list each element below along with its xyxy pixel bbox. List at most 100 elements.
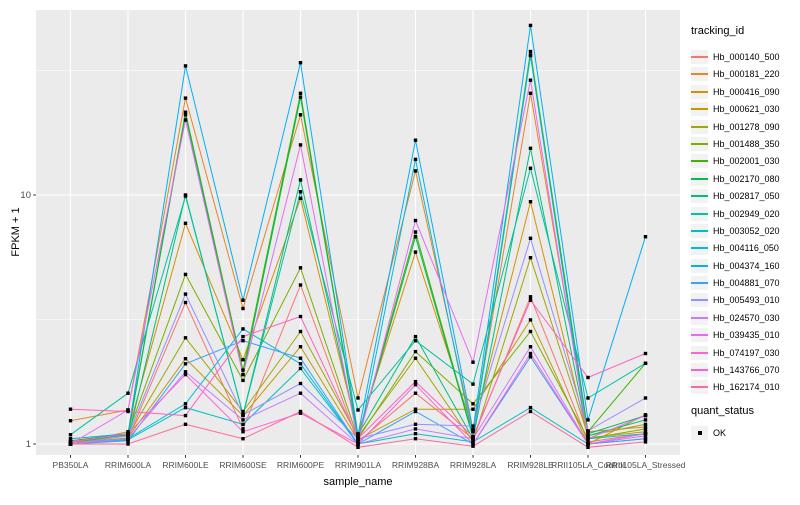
legend-color-line-icon — [691, 212, 708, 215]
data-point-Hb_074197_030 — [183, 372, 188, 377]
legend-item-Hb_004881_070: Hb_004881_070 — [691, 276, 799, 291]
x-tick-label: PB350LA — [53, 460, 89, 470]
data-point-Hb_000416_090 — [643, 430, 648, 434]
data-point-Hb_002001_030 — [528, 49, 533, 54]
legend-label: Hb_002949_020 — [713, 208, 780, 219]
data-point-Hb_004116_050 — [298, 362, 303, 366]
data-point-Hb_001488_350 — [643, 427, 648, 431]
data-point-Hb_002817_050 — [586, 434, 590, 438]
x-tick-label: RRIM600LE — [162, 460, 209, 470]
data-point-Hb_024570_030 — [528, 345, 533, 349]
legend-key-icon — [691, 84, 708, 99]
data-point-Hb_162174_010 — [528, 409, 533, 414]
x-axis-title: sample_name — [323, 476, 393, 488]
legend-item-Hb_039435_010: Hb_039435_010 — [691, 328, 799, 343]
legend-label: Hb_000181_220 — [713, 69, 780, 80]
legend-color-line-icon — [691, 160, 708, 163]
legend-key-icon — [691, 171, 708, 186]
data-point-Hb_074197_030 — [126, 432, 130, 436]
legend-label: Hb_000416_090 — [713, 86, 780, 97]
legend-color-line-icon — [691, 108, 708, 111]
legend-item-Hb_162174_010: Hb_162174_010 — [691, 380, 799, 395]
y-axis-title: FPKM + 1 — [10, 207, 22, 257]
data-point-Hb_002949_020 — [356, 408, 360, 412]
data-point-Hb_162174_010 — [68, 442, 73, 446]
legend-color-line-icon — [691, 386, 708, 389]
data-point-Hb_004881_070 — [241, 339, 245, 343]
legend-label: Hb_000621_030 — [713, 104, 780, 115]
data-point-Hb_000181_220 — [298, 113, 303, 117]
data-point-Hb_024570_030 — [471, 437, 475, 441]
legend-color-line-icon — [691, 264, 708, 267]
data-point-Hb_004374_160 — [528, 23, 533, 28]
legend-label: Hb_004374_160 — [713, 260, 780, 271]
data-point-Hb_024570_030 — [298, 391, 303, 395]
data-point-Hb_074197_030 — [471, 442, 475, 446]
x-tick-label: RRIM901LA — [335, 460, 382, 470]
data-point-Hb_162174_010 — [241, 437, 245, 441]
data-point-Hb_001488_350 — [413, 349, 418, 354]
data-point-Hb_001488_350 — [183, 272, 188, 277]
data-point-Hb_143766_070 — [356, 437, 360, 441]
legend-key-icon — [691, 154, 708, 169]
data-point-Hb_000181_220 — [183, 96, 188, 100]
data-point-Hb_000416_090 — [183, 221, 188, 225]
data-point-Hb_002170_080 — [413, 235, 418, 239]
legend-item-Hb_024570_030: Hb_024570_030 — [691, 310, 799, 325]
data-point-Hb_005493_010 — [586, 429, 590, 433]
data-point-Hb_000140_500 — [241, 427, 245, 431]
data-point-Hb_000140_500 — [586, 440, 590, 444]
legend-item-Hb_003052_020: Hb_003052_020 — [691, 223, 799, 238]
data-point-Hb_004116_050 — [413, 157, 418, 162]
data-point-Hb_162174_010 — [586, 445, 590, 449]
data-point-Hb_162174_010 — [413, 437, 418, 441]
legend-item-Hb_002817_050: Hb_002817_050 — [691, 189, 799, 204]
data-point-Hb_039435_010 — [643, 413, 648, 418]
data-point-Hb_001278_090 — [643, 422, 648, 426]
data-point-Hb_162174_010 — [126, 442, 130, 446]
data-point-Hb_162174_010 — [298, 409, 303, 414]
legend-title-quant-status: quant_status — [691, 405, 754, 418]
data-point-Hb_143766_070 — [643, 351, 648, 356]
data-point-Hb_000416_090 — [126, 430, 130, 434]
legend-label: OK — [713, 428, 727, 439]
data-point-Hb_004374_160 — [643, 235, 648, 239]
legend-key-icon — [691, 258, 708, 273]
legend-item-Hb_004116_050: Hb_004116_050 — [691, 241, 799, 256]
legend-label: Hb_024570_030 — [713, 312, 780, 323]
data-point-Hb_001488_350 — [528, 329, 533, 334]
data-point-Hb_000140_500 — [528, 295, 533, 299]
data-point-Hb_074197_030 — [528, 351, 533, 356]
legend-item-Hb_004374_160: Hb_004374_160 — [691, 258, 799, 273]
legend-label: Hb_005493_010 — [713, 295, 780, 306]
legend-label: Hb_002001_030 — [713, 156, 780, 167]
data-point-Hb_004374_160 — [586, 418, 590, 422]
legend-color-line-icon — [691, 142, 708, 145]
data-point-Hb_074197_030 — [241, 430, 245, 434]
legend-item-Hb_002001_030: Hb_002001_030 — [691, 154, 799, 169]
legend-item-Hb_000140_500: Hb_000140_500 — [691, 50, 799, 64]
data-point-Hb_002001_030 — [298, 91, 303, 95]
data-point-Hb_001278_090 — [183, 336, 188, 340]
x-tick-label: RRIM928LA — [450, 460, 497, 470]
data-point-Hb_004881_070 — [298, 356, 303, 360]
data-point-Hb_000181_220 — [241, 306, 245, 311]
data-point-Hb_039435_010 — [356, 440, 360, 444]
data-point-Hb_000181_220 — [413, 169, 418, 173]
data-point-Hb_004881_070 — [643, 437, 648, 441]
data-point-Hb_162174_010 — [471, 444, 475, 448]
legend-item-Hb_002949_020: Hb_002949_020 — [691, 206, 799, 221]
legend-item-Hb_000416_090: Hb_000416_090 — [691, 84, 799, 99]
data-point-Hb_024570_030 — [413, 427, 418, 431]
legend: tracking_id Hb_000140_500 Hb_000181_220 Hb… — [691, 24, 799, 444]
data-point-Hb_143766_070 — [413, 379, 418, 384]
data-point-Hb_001488_350 — [471, 402, 475, 406]
legend-key-icon — [691, 189, 708, 204]
x-tick-label: RRIM928BA — [392, 460, 440, 470]
legend-color-line-icon — [691, 125, 708, 128]
data-point-Hb_003052_020 — [528, 405, 533, 410]
data-point-Hb_143766_070 — [241, 334, 245, 339]
legend-color-line-icon — [691, 229, 708, 232]
legend-key-icon — [691, 119, 708, 134]
